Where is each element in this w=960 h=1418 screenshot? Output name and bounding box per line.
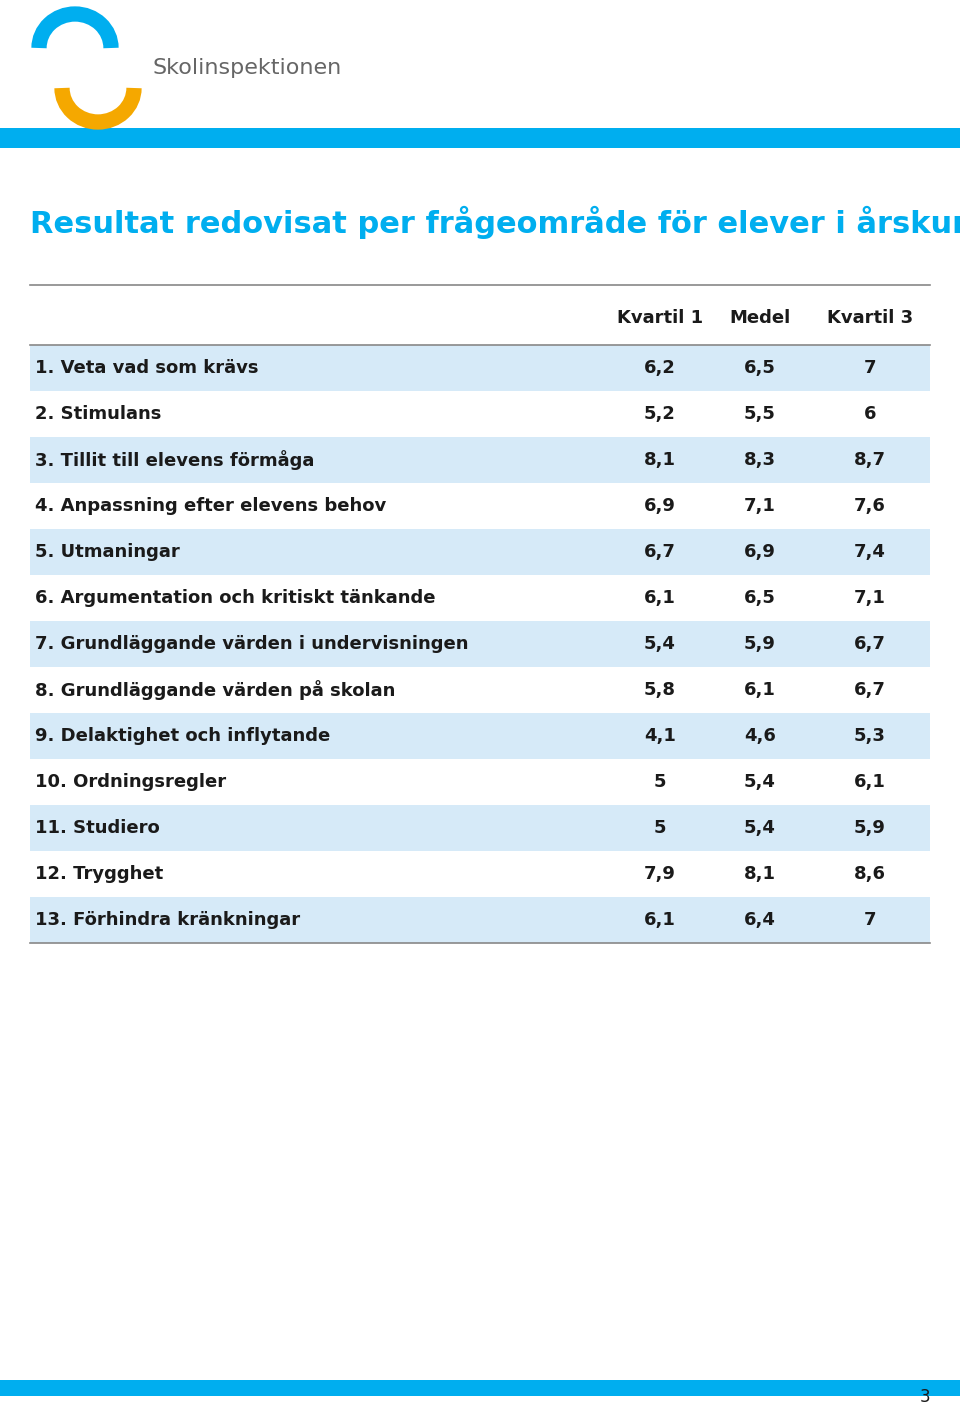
Text: 5,2: 5,2	[644, 406, 676, 423]
Text: 8,3: 8,3	[744, 451, 776, 469]
Bar	[0, 1380, 960, 1395]
Text: 6,9: 6,9	[644, 496, 676, 515]
Text: 6,7: 6,7	[854, 681, 886, 699]
Text: 7,1: 7,1	[744, 496, 776, 515]
Bar	[30, 805, 930, 851]
Text: Kvartil 1: Kvartil 1	[617, 309, 703, 328]
Text: 5,8: 5,8	[644, 681, 676, 699]
Text: Kvartil 3: Kvartil 3	[827, 309, 913, 328]
Text: 6. Argumentation och kritiskt tänkande: 6. Argumentation och kritiskt tänkande	[35, 588, 436, 607]
Text: 7,1: 7,1	[854, 588, 886, 607]
Text: 11. Studiero: 11. Studiero	[35, 820, 159, 837]
Text: 5,4: 5,4	[644, 635, 676, 654]
Text: 10. Ordningsregler: 10. Ordningsregler	[35, 773, 227, 791]
Text: 7: 7	[864, 910, 876, 929]
Text: 5,4: 5,4	[744, 773, 776, 791]
Text: 6,7: 6,7	[854, 635, 886, 654]
Bar	[30, 713, 930, 759]
Text: 8,7: 8,7	[854, 451, 886, 469]
Text: 4,1: 4,1	[644, 727, 676, 744]
Text: 6,7: 6,7	[644, 543, 676, 562]
Text: 1. Veta vad som krävs: 1. Veta vad som krävs	[35, 359, 258, 377]
Text: 5,9: 5,9	[744, 635, 776, 654]
Text: 6,5: 6,5	[744, 588, 776, 607]
Text: 7,6: 7,6	[854, 496, 886, 515]
Text: 6,1: 6,1	[644, 588, 676, 607]
Bar	[30, 437, 930, 484]
Text: 5: 5	[654, 773, 666, 791]
Bar	[30, 898, 930, 943]
Text: 5: 5	[654, 820, 666, 837]
Text: 3: 3	[920, 1388, 930, 1407]
Text: 5,3: 5,3	[854, 727, 886, 744]
Text: 6,1: 6,1	[644, 910, 676, 929]
Text: 5. Utmaningar: 5. Utmaningar	[35, 543, 180, 562]
Text: 6,4: 6,4	[744, 910, 776, 929]
Text: 6: 6	[864, 406, 876, 423]
Text: 4. Anpassning efter elevens behov: 4. Anpassning efter elevens behov	[35, 496, 386, 515]
Text: 4,6: 4,6	[744, 727, 776, 744]
Text: 6,1: 6,1	[854, 773, 886, 791]
Text: 8,6: 8,6	[854, 865, 886, 883]
Text: 7: 7	[864, 359, 876, 377]
Text: 5,9: 5,9	[854, 820, 886, 837]
Text: 7,9: 7,9	[644, 865, 676, 883]
Text: 5,5: 5,5	[744, 406, 776, 423]
Text: 12. Trygghet: 12. Trygghet	[35, 865, 163, 883]
Text: 9. Delaktighet och inflytande: 9. Delaktighet och inflytande	[35, 727, 330, 744]
Text: 8. Grundläggande värden på skolan: 8. Grundläggande värden på skolan	[35, 681, 396, 700]
Text: Resultat redovisat per frågeområde för elever i årskurs 9: Resultat redovisat per frågeområde för e…	[30, 206, 960, 238]
Bar	[30, 621, 930, 666]
Text: 8,1: 8,1	[644, 451, 676, 469]
Text: 8,1: 8,1	[744, 865, 776, 883]
Text: Medel: Medel	[730, 309, 791, 328]
Bar	[30, 345, 930, 391]
Text: 6,9: 6,9	[744, 543, 776, 562]
Text: 6,5: 6,5	[744, 359, 776, 377]
Bar	[0, 128, 960, 147]
Text: 7,4: 7,4	[854, 543, 886, 562]
Text: 6,1: 6,1	[744, 681, 776, 699]
Text: 13. Förhindra kränkningar: 13. Förhindra kränkningar	[35, 910, 300, 929]
Text: 5,4: 5,4	[744, 820, 776, 837]
Bar	[30, 529, 930, 576]
Text: 3. Tillit till elevens förmåga: 3. Tillit till elevens förmåga	[35, 450, 314, 469]
Text: Skolinspektionen: Skolinspektionen	[152, 58, 341, 78]
Text: 2. Stimulans: 2. Stimulans	[35, 406, 161, 423]
Text: 7. Grundläggande värden i undervisningen: 7. Grundläggande värden i undervisningen	[35, 635, 468, 654]
Text: 6,2: 6,2	[644, 359, 676, 377]
